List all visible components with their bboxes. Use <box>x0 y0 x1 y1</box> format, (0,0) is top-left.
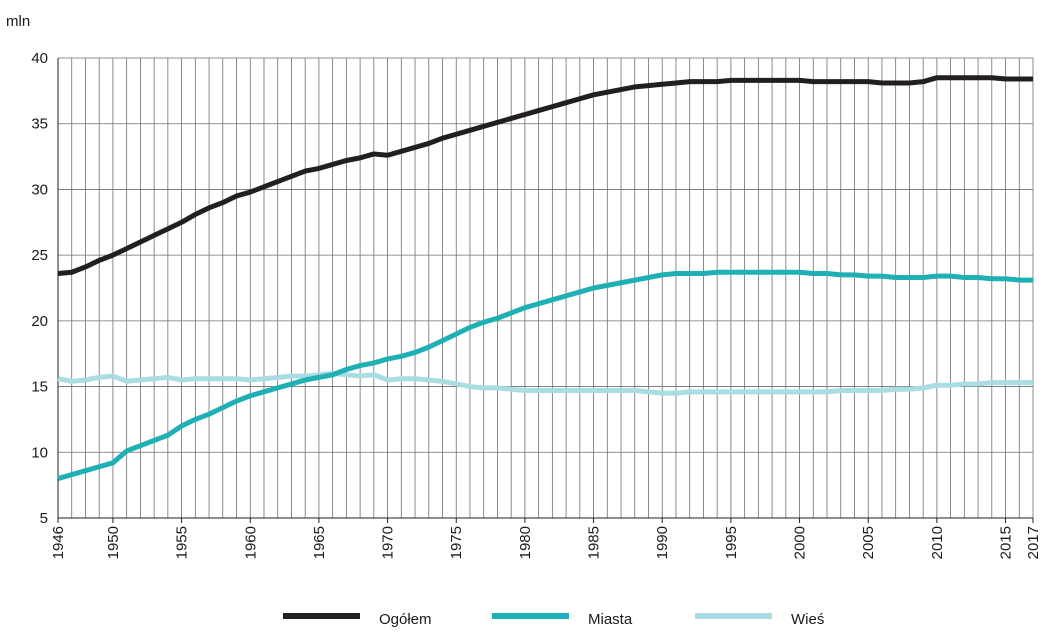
series-line-3 <box>57 370 1033 396</box>
axis-layer: 5 10 15 20 25 30 35 40 mln 1946 1950 1955 1960 1965 19… <box>6 13 1042 559</box>
y-axis-unit-label: mln <box>6 13 30 30</box>
x-tick-label: 1975 <box>448 526 465 559</box>
series-layer <box>57 75 1033 481</box>
y-tick-label: 25 <box>31 247 48 264</box>
x-tick-label: 2000 <box>792 526 809 559</box>
y-tick-label: 5 <box>40 510 48 527</box>
y-tick-label: 10 <box>31 444 48 461</box>
x-tick-label: 2015 <box>998 526 1015 559</box>
y-tick-label: 40 <box>31 50 48 67</box>
legend-label: Wieś <box>791 611 824 628</box>
x-tick-label: 2017 <box>1025 526 1042 559</box>
legend: Ogółem Miasta Wieś <box>283 611 824 628</box>
x-tick-label: 1950 <box>105 526 122 559</box>
x-tick-label: 1965 <box>311 526 328 559</box>
y-tick-label: 20 <box>31 313 48 330</box>
x-tick-label: 1946 <box>50 526 67 559</box>
x-tick-label: 1980 <box>517 526 534 559</box>
x-tick-label: 1960 <box>242 526 259 559</box>
x-tick-label: 2010 <box>929 526 946 559</box>
x-tick-label: 2005 <box>860 526 877 559</box>
x-tick-label: 1955 <box>174 526 191 559</box>
y-tick-label: 35 <box>31 116 48 133</box>
x-tick-label: 1985 <box>586 526 603 559</box>
legend-label: Ogółem <box>379 611 432 628</box>
series-line-2 <box>57 269 1033 481</box>
y-tick-label: 30 <box>31 181 48 198</box>
grid-layer <box>57 57 1034 519</box>
series-line-1 <box>57 75 1033 277</box>
x-tick-label: 1970 <box>380 526 397 559</box>
legend-label: Miasta <box>588 611 633 628</box>
y-tick-label: 15 <box>31 379 48 396</box>
x-tick-label: 1995 <box>723 526 740 559</box>
x-tick-label: 1990 <box>654 526 671 559</box>
